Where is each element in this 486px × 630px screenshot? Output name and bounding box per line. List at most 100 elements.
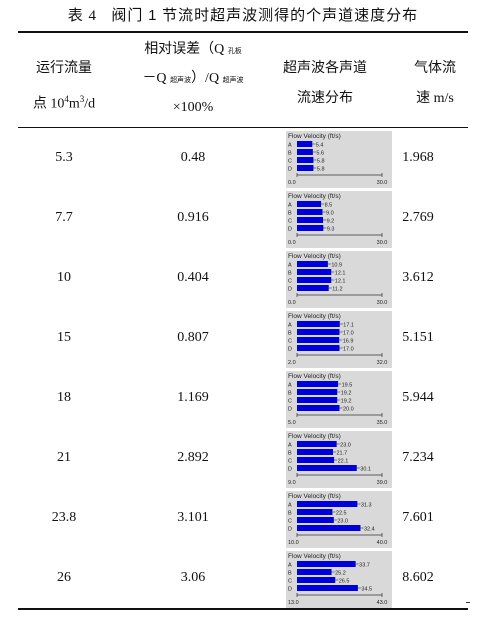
gas-velocity-cell: 5.151 <box>402 330 434 345</box>
flow-velocity-chart-svg: Flow Velocity (ft/s) A 23.0 B 21.7 C 22.1 D 30.1… <box>288 433 387 486</box>
bar-value-label: 23.0 <box>337 519 348 525</box>
velocity-bar <box>297 285 329 291</box>
bar-value-label: 32.4 <box>364 527 375 533</box>
relative-error-cell: 0.48 <box>180 150 206 165</box>
chart-title: Flow Velocity (ft/s) <box>288 193 341 200</box>
gas-velocity-cell: 7.601 <box>402 510 434 525</box>
flow-velocity-chart-svg: Flow Velocity (ft/s) A 8.5 B 9.0 C 9.2 D 9.3 0.0 3… <box>288 193 387 246</box>
chart-title: Flow Velocity (ft/s) <box>288 253 341 260</box>
bar-value-label: 20.0 <box>343 407 354 413</box>
x-axis-min-label: 0.0 <box>288 180 296 186</box>
channel-label: A <box>288 383 292 389</box>
velocity-bar <box>297 577 336 583</box>
velocity-bar <box>297 149 313 155</box>
velocity-bar <box>297 141 313 147</box>
channel-label: C <box>288 579 292 585</box>
channel-label: C <box>288 519 292 525</box>
caption-text-after: 节流时超声波测得的个声道速度分布 <box>162 8 419 24</box>
table-row: 7.7 0.916 Flow Velocity (ft/s) A 8.5 B 9.0 C 9… <box>18 188 468 248</box>
channel-label: C <box>288 339 292 345</box>
gas-velocity-cell: 5.944 <box>402 390 434 405</box>
header-error-line2: －Q 超声波）/Q 超声波 <box>142 71 244 86</box>
velocity-bar <box>297 165 314 171</box>
gas-velocity-cell: 2.769 <box>402 210 434 225</box>
velocity-bar <box>297 517 334 523</box>
channel-label: A <box>288 563 292 569</box>
channel-label: D <box>288 167 292 173</box>
velocity-bar <box>297 389 338 395</box>
chart-title: Flow Velocity (ft/s) <box>288 313 341 320</box>
x-axis-max-label: 40.0 <box>377 540 388 546</box>
velocity-bar <box>297 405 340 411</box>
velocity-bar <box>297 225 324 231</box>
header-gas-line1: 气体流 <box>414 61 456 76</box>
table-top-rule <box>18 31 468 33</box>
flow-rate-cell: 15 <box>57 330 71 345</box>
velocity-bar <box>297 201 322 207</box>
table-row: 15 0.807 Flow Velocity (ft/s) A 17.1 B 17.0 C… <box>18 308 468 368</box>
channel-label: A <box>288 143 292 149</box>
flow-velocity-chart: Flow Velocity (ft/s) A 8.5 B 9.0 C 9.2 D 9.3 0.0 3… <box>286 191 392 248</box>
flow-velocity-chart-svg: Flow Velocity (ft/s) A 33.7 B 25.2 C 26.5 D 34.5… <box>288 553 387 606</box>
flow-velocity-chart-svg: Flow Velocity (ft/s) A 5.4 B 5.6 C 5.8 D 5.8 0.0 3… <box>288 133 388 186</box>
velocity-bar <box>297 457 335 463</box>
flow-rate-cell: 26 <box>57 570 71 585</box>
header-flow-line2: 点 104m3/d <box>32 94 96 112</box>
x-axis-max-label: 30.0 <box>377 180 388 186</box>
header-error-line3: ×100% <box>172 100 214 115</box>
header-channel-velocity: 超声波各声道 流速分布 <box>270 54 380 114</box>
table-row: 18 1.169 Flow Velocity (ft/s) A 19.5 B 19.2 C… <box>18 368 468 428</box>
bar-value-label: 10.9 <box>331 263 342 269</box>
table-bottom-rule <box>18 608 468 610</box>
flow-velocity-chart-svg: Flow Velocity (ft/s) A 17.1 B 17.0 C 16.9 D 17.0… <box>288 313 388 366</box>
velocity-bar <box>297 217 324 223</box>
x-axis-min-label: 0.0 <box>288 240 296 246</box>
velocity-bar <box>297 157 314 163</box>
channel-label: B <box>288 151 292 157</box>
bar-value-label: 19.2 <box>341 399 352 405</box>
velocity-bar <box>297 509 333 515</box>
caption-text-before: 阀门 <box>111 8 144 24</box>
bar-value-label: 19.2 <box>341 391 352 397</box>
bar-value-label: 17.1 <box>343 323 354 329</box>
bar-value-label: 9.2 <box>327 219 335 225</box>
bar-value-label: 33.7 <box>359 563 370 569</box>
bar-value-label: 5.4 <box>316 143 324 149</box>
channel-label: D <box>288 407 292 413</box>
x-axis-max-label: 30.0 <box>377 300 388 306</box>
relative-error-cell: 0.807 <box>177 330 209 345</box>
page-mark <box>466 602 470 603</box>
x-axis-min-label: 13.0 <box>288 600 299 606</box>
gas-velocity-cell: 3.612 <box>402 270 434 285</box>
channel-label: D <box>288 587 292 593</box>
velocity-bar <box>297 501 358 507</box>
x-axis-max-label: 35.0 <box>377 420 388 426</box>
flow-rate-cell: 21 <box>57 450 71 465</box>
bar-value-label: 9.0 <box>326 211 334 217</box>
flow-velocity-chart: Flow Velocity (ft/s) A 5.4 B 5.6 C 5.8 D 5.8 0.0 3… <box>286 131 392 188</box>
header-error-line1: 相对误差（Q 孔板 <box>144 42 242 57</box>
relative-error-cell: 2.892 <box>177 450 209 465</box>
header-channel-line2: 流速分布 <box>297 91 353 106</box>
channel-label: B <box>288 211 292 217</box>
caption-label: 表 4 <box>67 8 98 24</box>
channel-label: A <box>288 503 292 509</box>
header-gas-velocity: 气体流 速 m/s <box>380 54 486 114</box>
velocity-bar <box>297 441 337 447</box>
chart-title: Flow Velocity (ft/s) <box>288 433 341 440</box>
bar-value-label: 19.5 <box>342 383 353 389</box>
bar-value-label: 25.2 <box>335 571 346 577</box>
relative-error-cell: 0.404 <box>177 270 209 285</box>
flow-velocity-chart: Flow Velocity (ft/s) A 19.5 B 19.2 C 19.2 D 20.0… <box>286 371 392 428</box>
table-caption: 表 4 阀门 1 节流时超声波测得的个声道速度分布 <box>0 4 486 25</box>
chart-title: Flow Velocity (ft/s) <box>288 553 341 560</box>
bar-value-label: 9.3 <box>327 227 335 233</box>
bar-value-label: 23.0 <box>340 443 351 449</box>
gas-velocity-cell: 7.234 <box>402 450 434 465</box>
channel-label: B <box>288 271 292 277</box>
channel-label: D <box>288 227 292 233</box>
flow-velocity-chart: Flow Velocity (ft/s) A 31.3 B 22.5 C 23.0 D 32.4… <box>286 491 392 548</box>
table-header-rule <box>18 127 468 128</box>
x-axis-min-label: 9.0 <box>288 480 296 486</box>
x-axis-max-label: 32.0 <box>377 360 388 366</box>
